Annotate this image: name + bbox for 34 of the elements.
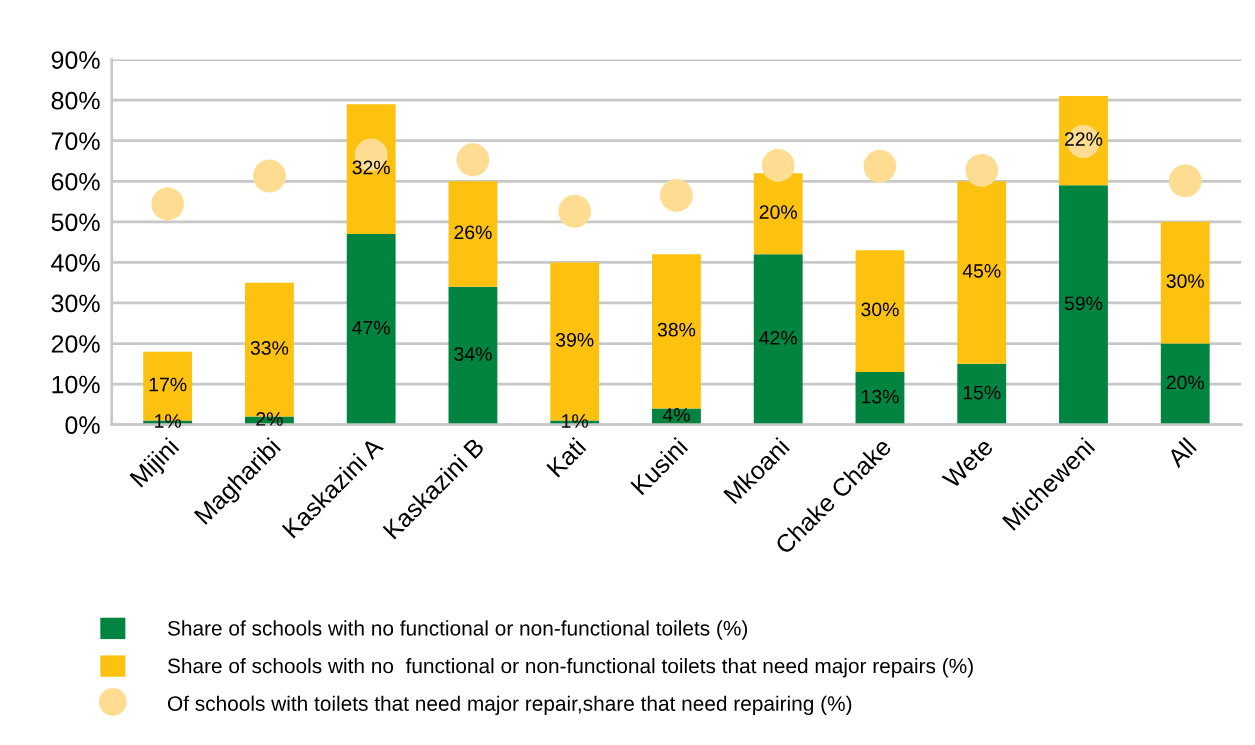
data-label: 26% [454, 225, 492, 240]
y-tick-label: 60% [51, 172, 100, 191]
y-tick-label: 50% [51, 213, 100, 232]
x-tick-label: All [1165, 436, 1197, 469]
y-tick-label: 70% [51, 132, 100, 151]
data-label: 13% [861, 389, 899, 404]
data-label: 32% [352, 160, 390, 175]
data-label: 47% [352, 320, 390, 335]
data-label: 33% [250, 341, 289, 355]
data-label: 39% [555, 332, 594, 347]
data-label: 20% [1166, 375, 1204, 390]
legend-label: Of schools with toilets that need major repair,share that need repairing (%) [167, 695, 852, 716]
data-label: 30% [861, 302, 899, 317]
legend-label: Share of schools with no functional or non-functional toilets (%) [167, 620, 748, 640]
y-tick-label: 10% [52, 375, 100, 394]
data-label: 45% [962, 264, 1001, 278]
y-tick-label: 0% [65, 416, 100, 434]
y-tick-label: 20% [51, 335, 100, 353]
data-label: 30% [1166, 274, 1204, 288]
data-label: 15% [963, 385, 1001, 400]
y-tick-label: 90% [51, 51, 100, 69]
data-label: 38% [657, 322, 696, 337]
data-label: 4% [662, 408, 690, 422]
data-label: 20% [759, 205, 797, 219]
legend-label: Share of schools with no functional or non-functional toilets that need major repairs (%) [167, 658, 973, 678]
data-label: 59% [1064, 296, 1103, 311]
y-tick-label: 30% [51, 294, 100, 313]
data-label: 42% [759, 330, 797, 345]
y-tick-label: 40% [51, 254, 100, 272]
data-label: 22% [1064, 132, 1103, 146]
data-label: 34% [454, 347, 492, 361]
data-label: 17% [149, 377, 187, 392]
y-tick-label: 80% [51, 91, 100, 110]
x-tick-label: Kati [545, 436, 587, 478]
